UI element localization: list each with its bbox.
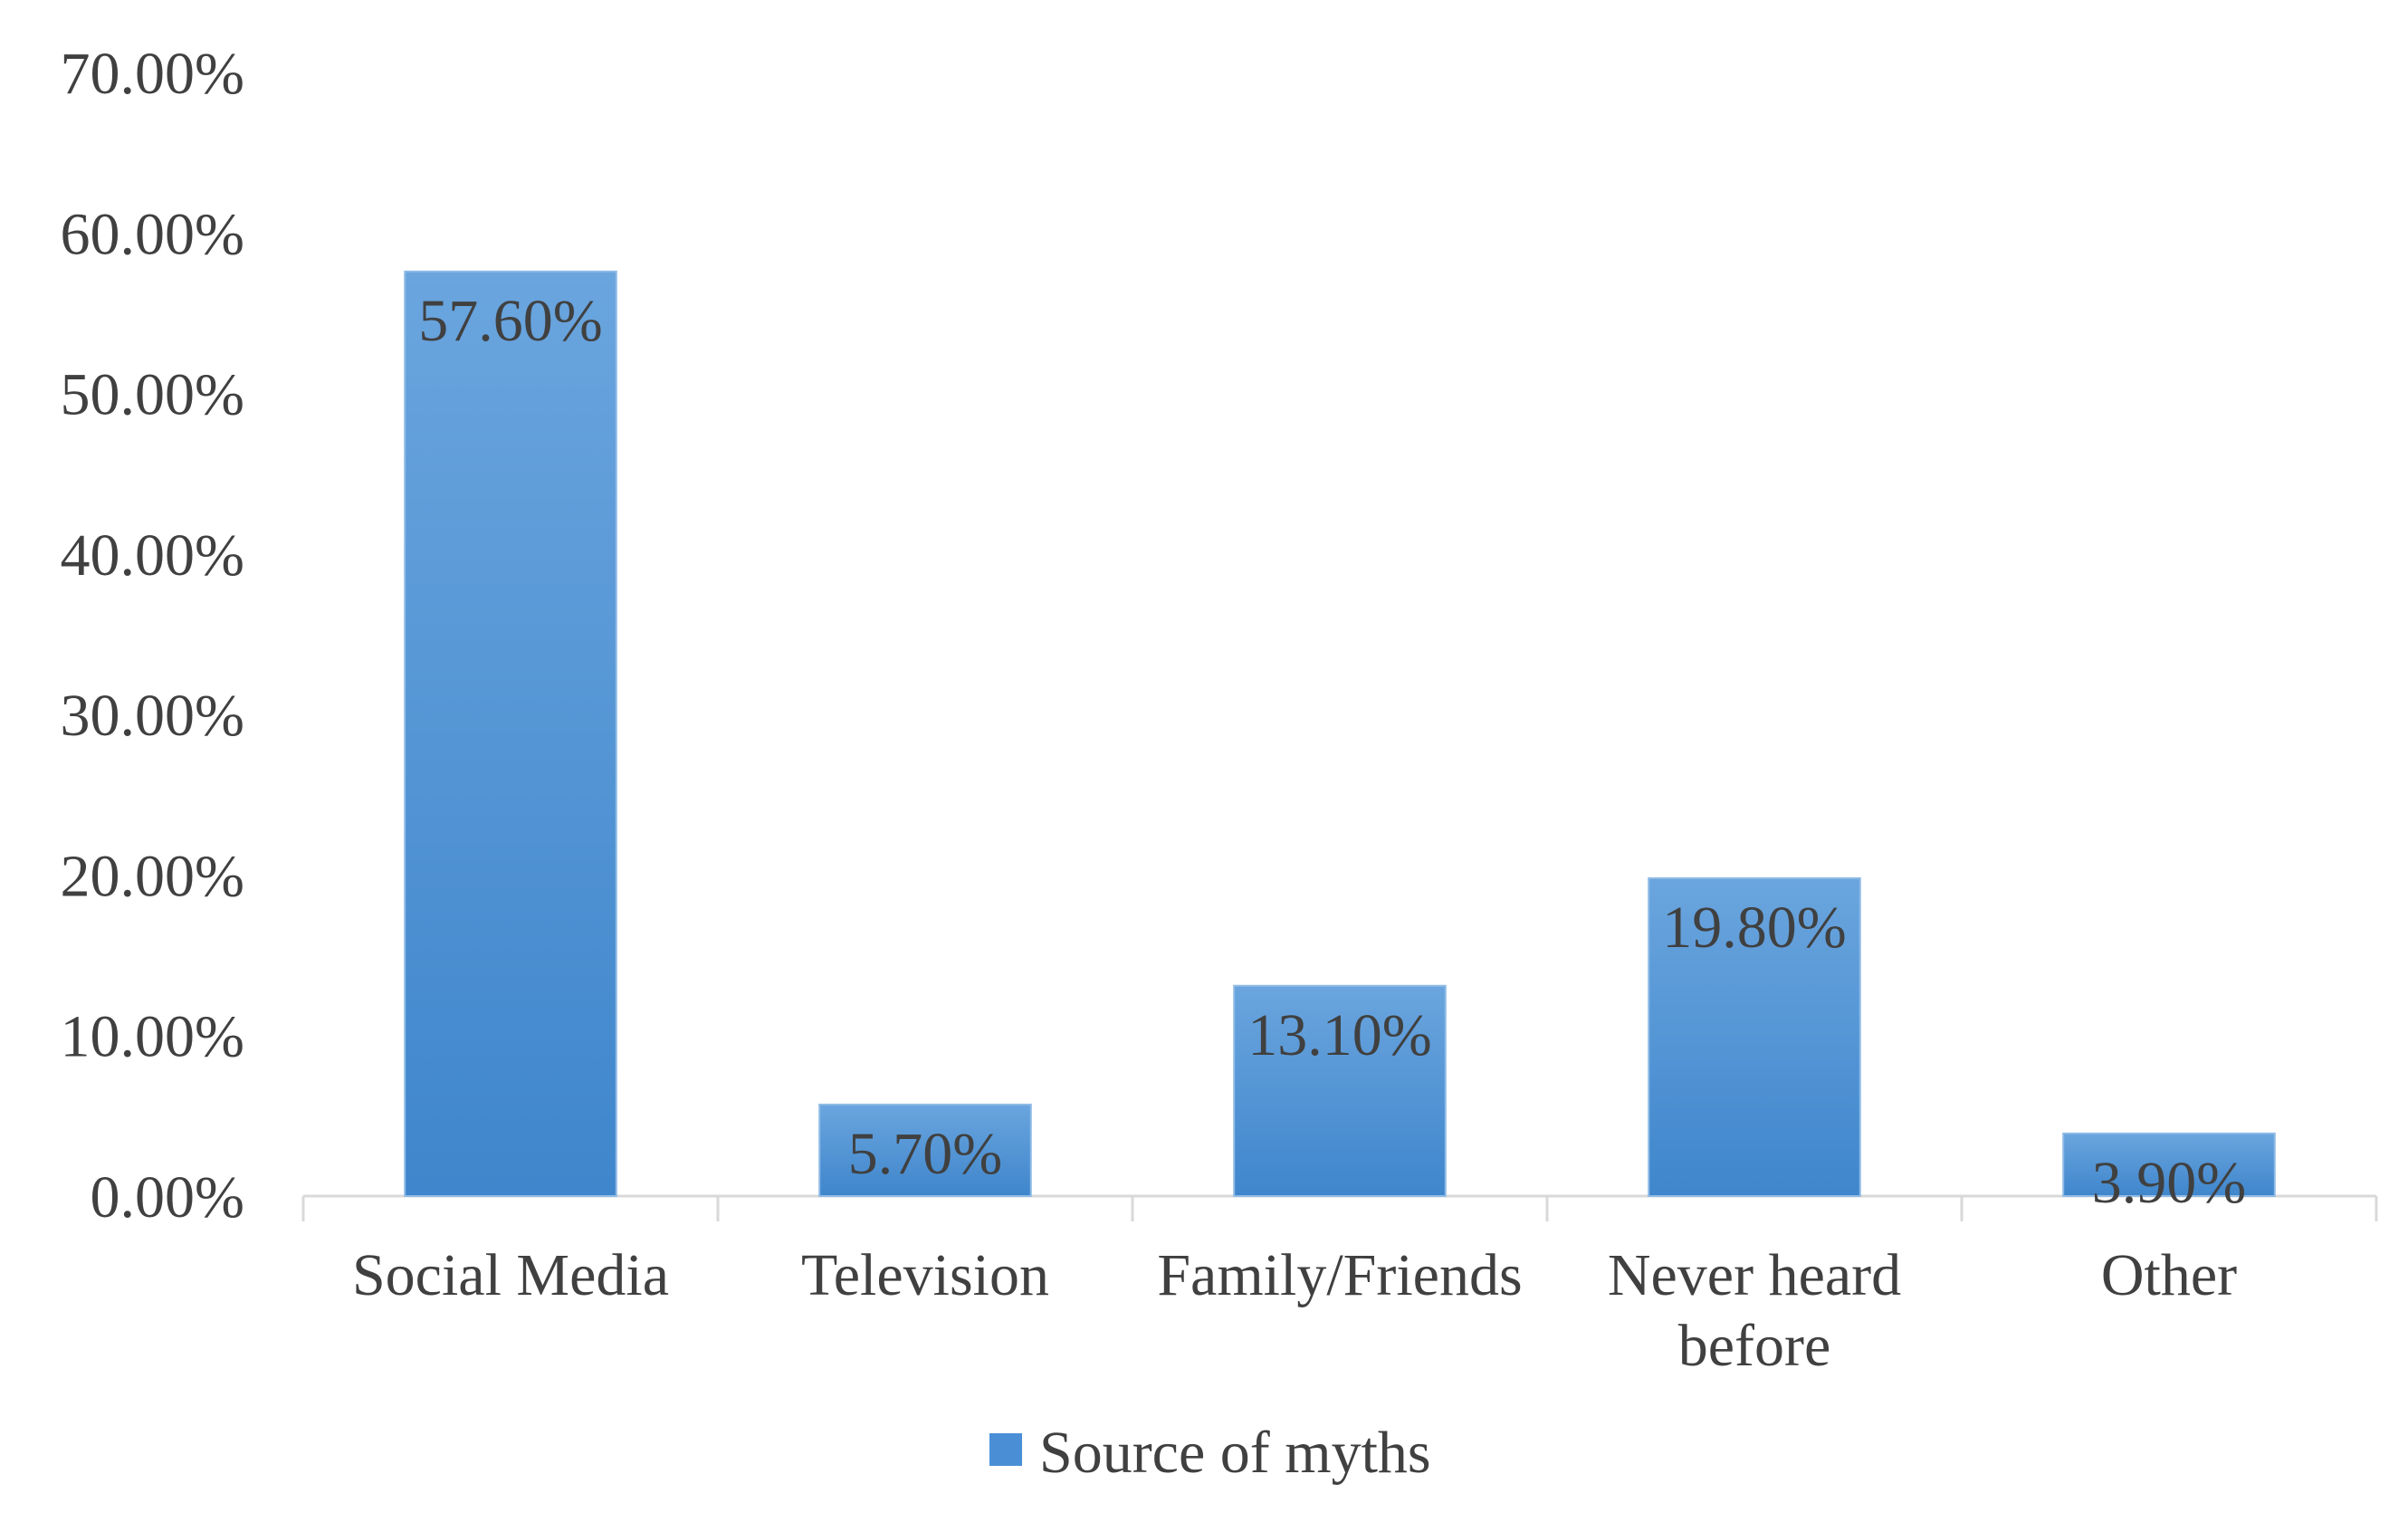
bar <box>404 270 617 1197</box>
x-tick-label: Television <box>801 1242 1049 1308</box>
legend-label: Source of myths <box>1039 1420 1431 1486</box>
data-label: 19.80% <box>1662 895 1846 961</box>
legend: Source of myths <box>989 1420 1431 1486</box>
y-tick-label: 60.00% <box>61 201 244 267</box>
data-label: 5.70% <box>848 1121 1002 1187</box>
bar <box>2062 1132 2276 1197</box>
y-tick-label: 10.00% <box>61 1004 244 1070</box>
bar <box>818 1103 1032 1197</box>
data-labels: 57.60% 5.70% 13.10% 19.80% 3.90% <box>418 288 2246 1216</box>
y-tick-label: 40.00% <box>61 522 244 589</box>
x-tick-label: Never heard before <box>1608 1242 1901 1379</box>
x-tick-label: Family/Friends <box>1157 1242 1522 1308</box>
bar <box>1233 984 1447 1198</box>
x-axis: Social Media Television Family/Friends Neve… <box>301 1194 2378 1379</box>
x-tick-label: Social Media <box>352 1242 669 1308</box>
y-tick-label: 50.00% <box>61 362 244 428</box>
y-axis: 0.00% 10.00% 20.00% 30.00% 40.00% 50.00% 60.00… <box>61 41 244 1230</box>
data-label: 3.90% <box>2092 1150 2246 1216</box>
bar <box>1648 876 1861 1198</box>
legend-swatch <box>989 1433 1022 1466</box>
bars <box>404 270 2276 1198</box>
y-tick-label: 0.00% <box>91 1164 244 1230</box>
y-tick-label: 30.00% <box>61 683 244 749</box>
x-tick-label: Other <box>2101 1242 2237 1308</box>
y-tick-label: 70.00% <box>61 41 244 107</box>
y-tick-label: 20.00% <box>61 843 244 909</box>
data-label: 13.10% <box>1247 1002 1431 1068</box>
data-label: 57.60% <box>418 288 602 354</box>
